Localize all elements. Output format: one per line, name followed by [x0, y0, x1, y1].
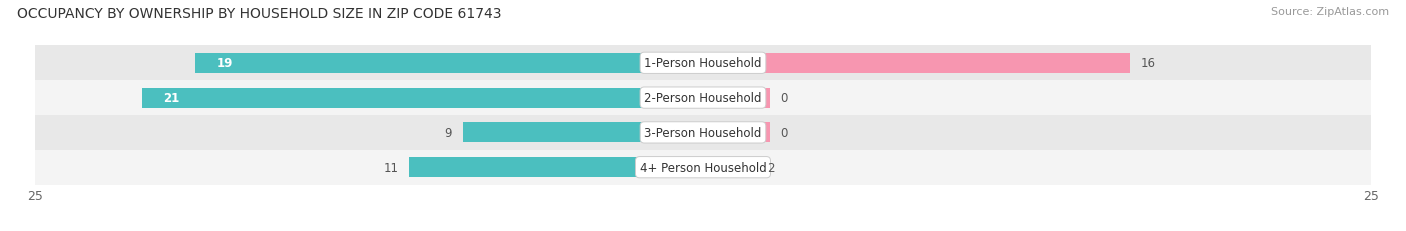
Bar [703, 53, 1130, 73]
Text: 3-Person Household: 3-Person Household [644, 126, 762, 139]
Bar [703, 88, 769, 108]
Bar [409, 158, 703, 177]
Legend: Owner-occupied, Renter-occupied: Owner-occupied, Renter-occupied [579, 229, 827, 231]
Text: 21: 21 [163, 92, 180, 105]
Text: 9: 9 [444, 126, 451, 139]
Text: 19: 19 [217, 57, 233, 70]
Text: 11: 11 [384, 161, 398, 174]
Bar [142, 88, 703, 108]
Bar [703, 123, 769, 143]
Text: 4+ Person Household: 4+ Person Household [640, 161, 766, 174]
Bar [35, 116, 1371, 150]
Text: 2-Person Household: 2-Person Household [644, 92, 762, 105]
Bar [35, 150, 1371, 185]
Bar [35, 46, 1371, 81]
Text: 2: 2 [768, 161, 775, 174]
Text: OCCUPANCY BY OWNERSHIP BY HOUSEHOLD SIZE IN ZIP CODE 61743: OCCUPANCY BY OWNERSHIP BY HOUSEHOLD SIZE… [17, 7, 502, 21]
Text: 0: 0 [780, 92, 787, 105]
Bar [35, 81, 1371, 116]
Text: 0: 0 [780, 126, 787, 139]
Bar [463, 123, 703, 143]
Text: 1-Person Household: 1-Person Household [644, 57, 762, 70]
Bar [195, 53, 703, 73]
Text: Source: ZipAtlas.com: Source: ZipAtlas.com [1271, 7, 1389, 17]
Text: 16: 16 [1142, 57, 1156, 70]
Bar [703, 158, 756, 177]
